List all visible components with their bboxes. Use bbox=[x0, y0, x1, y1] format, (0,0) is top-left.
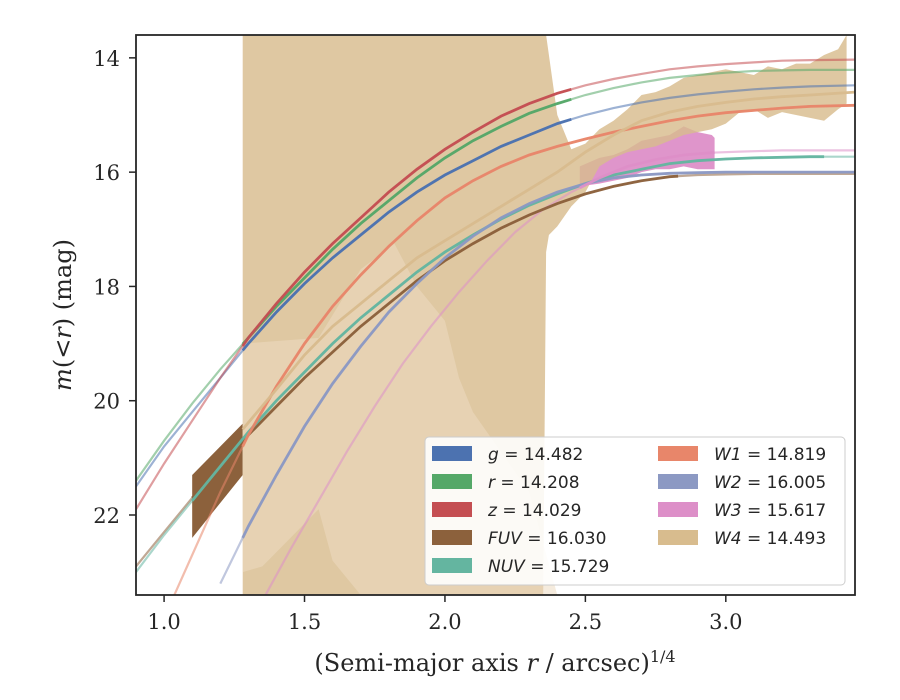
y-tick-label: 22 bbox=[93, 504, 120, 528]
data-curve-fuv bbox=[191, 174, 679, 499]
legend-item-nuv: NUV = 15.729 bbox=[432, 557, 609, 577]
x-tick-label: 1.0 bbox=[147, 610, 180, 634]
data-curve-w4 bbox=[241, 90, 855, 431]
y-tick-label: 14 bbox=[93, 47, 120, 71]
data-curve-w3 bbox=[579, 151, 715, 190]
legend-swatch bbox=[432, 530, 472, 545]
legend-swatch bbox=[658, 502, 698, 517]
legend-item-w1: W1 = 14.819 bbox=[658, 445, 826, 465]
legend-item-r: r = 14.208 bbox=[432, 473, 580, 493]
data-curve-w1 bbox=[241, 103, 855, 448]
y-tick-label: 18 bbox=[93, 275, 120, 299]
x-tick-label: 2.5 bbox=[569, 610, 602, 634]
data-curve-z bbox=[241, 87, 572, 347]
legend-swatch bbox=[432, 502, 472, 517]
legend-item-w4: W4 = 14.493 bbox=[658, 529, 826, 549]
legend-swatch bbox=[432, 446, 472, 461]
plot-frame bbox=[135, 34, 856, 596]
data-curve-w2 bbox=[241, 170, 855, 539]
legend-label: W4 = 14.493 bbox=[714, 529, 826, 549]
legend-label: W2 = 16.005 bbox=[714, 473, 826, 493]
legend-label: W1 = 14.819 bbox=[714, 445, 826, 465]
legend-label: z = 14.029 bbox=[487, 501, 581, 521]
y-axis-ticks: 14 16 18 20 22 bbox=[93, 47, 136, 528]
legend-swatch bbox=[658, 474, 698, 489]
legend-label: r = 14.208 bbox=[488, 473, 580, 493]
legend-box bbox=[424, 436, 846, 586]
legend: g = 14.482 r = 14.208 z = 14.029 FUV = 16.0… bbox=[424, 436, 846, 586]
legend-swatch bbox=[432, 474, 472, 489]
legend-label: NUV = 15.729 bbox=[488, 557, 609, 577]
data-curve-r bbox=[241, 97, 572, 346]
x-tick-label: 2.0 bbox=[428, 610, 461, 634]
legend-label: FUV = 16.030 bbox=[488, 529, 606, 549]
legend-item-w3: W3 = 15.617 bbox=[658, 501, 826, 521]
y-axis-title: m(<r) (mag) bbox=[49, 239, 77, 391]
legend-label: g = 14.482 bbox=[488, 445, 583, 465]
y-tick-label: 16 bbox=[93, 161, 120, 185]
band-fuv bbox=[192, 423, 243, 538]
y-tick-label: 20 bbox=[93, 390, 120, 414]
legend-swatch bbox=[432, 558, 472, 573]
legend-item-fuv: FUV = 16.030 bbox=[432, 529, 606, 549]
legend-swatch bbox=[658, 446, 698, 461]
x-axis-ticks: 1.0 1.5 2.0 2.5 3.0 bbox=[147, 595, 743, 634]
data-curve-g bbox=[241, 117, 572, 352]
legend-label: W3 = 15.617 bbox=[714, 501, 826, 521]
legend-item-z: z = 14.029 bbox=[432, 501, 581, 521]
legend-item-w2: W2 = 16.005 bbox=[658, 473, 826, 493]
x-tick-label: 3.0 bbox=[709, 610, 742, 634]
x-tick-label: 1.5 bbox=[288, 610, 321, 634]
legend-item-g: g = 14.482 bbox=[432, 445, 583, 465]
data-curves bbox=[191, 87, 855, 539]
x-axis-title: (Semi-major axis r / arcsec)1/4 bbox=[314, 647, 675, 677]
legend-swatch bbox=[658, 530, 698, 545]
